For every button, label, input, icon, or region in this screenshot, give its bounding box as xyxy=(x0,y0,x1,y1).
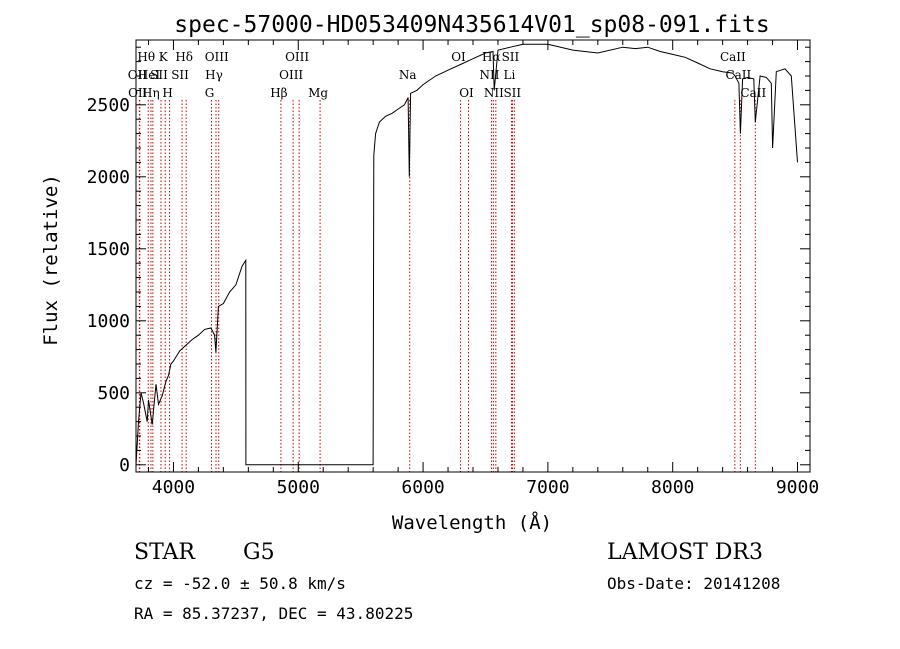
spectrum-line xyxy=(135,43,798,466)
line-marker-label: K xyxy=(159,50,169,64)
survey-name: LAMOST DR3 xyxy=(607,540,763,565)
y-tick-label: 2500 xyxy=(87,95,130,116)
line-marker-label: Mg xyxy=(308,86,328,100)
x-tick-label: 9000 xyxy=(776,477,819,498)
x-tick-label: 8000 xyxy=(651,477,694,498)
line-marker-label: SII xyxy=(150,68,168,82)
y-tick-label: 0 xyxy=(119,455,130,476)
line-marker-label: OII xyxy=(128,68,148,82)
line-marker-label: SII xyxy=(171,68,189,82)
x-axis-label: Wavelength (Å) xyxy=(392,511,552,534)
line-marker-label: NII xyxy=(484,86,504,100)
line-marker-label: OI xyxy=(459,86,474,100)
line-marker-label: Hη xyxy=(142,86,160,100)
line-marker-label: Hα xyxy=(482,50,501,64)
x-axis-ticks: 4000 5000 6000 7000 8000 9000 xyxy=(147,40,819,498)
obs-date: Obs-Date: 20141208 xyxy=(607,574,781,593)
line-marker-label: Hγ xyxy=(205,68,223,82)
plot-frame xyxy=(135,39,811,473)
y-tick-label: 1500 xyxy=(87,239,130,260)
line-marker-label: NII xyxy=(479,68,499,82)
line-marker-label: CaII xyxy=(725,68,751,82)
coordinates: RA = 85.37237, DEC = 43.80225 xyxy=(134,604,414,623)
line-marker-label: OIII xyxy=(205,50,229,64)
line-marker-label: Hδ xyxy=(175,50,193,64)
y-tick-label: 1000 xyxy=(87,311,130,332)
line-marker-label: Na xyxy=(399,68,417,82)
line-marker-label: OII xyxy=(128,86,148,100)
line-marker-label: CaII xyxy=(720,50,746,64)
x-tick-label: 4000 xyxy=(152,477,195,498)
line-marker-label: CaII xyxy=(740,86,766,100)
line-marker-label: HeI xyxy=(138,68,161,82)
object-class: STAR xyxy=(134,540,195,565)
line-marker-label: OIII xyxy=(285,50,309,64)
line-marker-label: Li xyxy=(504,68,516,82)
chart-title: spec-57000-HD053409N435614V01_sp08-091.f… xyxy=(174,12,769,38)
line-marker-label: SII xyxy=(503,86,521,100)
line-marker-label: Hθ xyxy=(137,50,155,64)
y-tick-label: 500 xyxy=(97,383,130,404)
line-marker-label: SII xyxy=(502,50,520,64)
line-marker-label: OIII xyxy=(279,68,303,82)
x-tick-label: 5000 xyxy=(277,477,320,498)
y-axis-label: Flux (relative) xyxy=(40,174,62,346)
line-marker-label: OI xyxy=(451,50,466,64)
redshift-text: cz = -52.0 ± 50.8 km/s xyxy=(134,574,346,593)
line-marker-label: H xyxy=(162,86,172,100)
y-axis-ticks: 0 500 1000 1500 2000 2500 xyxy=(87,46,810,476)
object-subclass: G5 xyxy=(243,540,275,565)
x-tick-label: 7000 xyxy=(526,477,569,498)
line-marker-label: Hβ xyxy=(270,86,287,100)
y-tick-label: 2000 xyxy=(87,167,130,188)
line-marker-label: G xyxy=(205,86,215,100)
x-tick-label: 6000 xyxy=(401,477,444,498)
